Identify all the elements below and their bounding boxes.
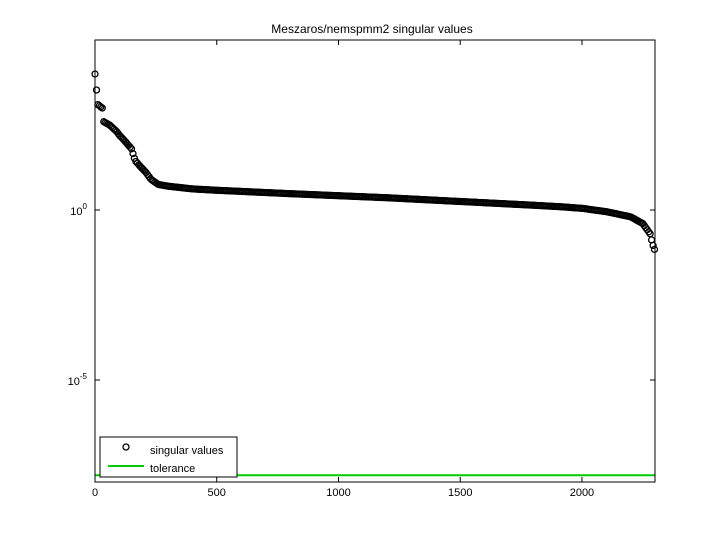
singular-values-points	[91, 70, 659, 254]
legend-label-singular-values: singular values	[150, 445, 224, 457]
x-tick-label: 1500	[448, 487, 472, 499]
y-tick-label: 10-5	[68, 372, 88, 388]
y-axis: 100 10-5	[68, 202, 655, 388]
plot-area	[94, 39, 656, 483]
x-tick-label: 500	[208, 487, 226, 499]
x-axis: 0 500 1000 1500 2000	[92, 40, 594, 499]
x-tick-label: 0	[92, 487, 98, 499]
singular-value-point	[98, 104, 106, 112]
legend-label-tolerance: tolerance	[150, 463, 195, 475]
x-tick-label: 2000	[570, 487, 594, 499]
chart-title: Meszaros/nemspmm2 singular values	[271, 22, 472, 36]
singular-value-point	[129, 149, 137, 158]
legend-marker-circle	[122, 443, 130, 451]
y-tick-label: 100	[70, 202, 87, 218]
singular-value-point	[126, 143, 134, 151]
legend: singular values tolerance	[99, 436, 238, 478]
singular-value-point	[649, 241, 657, 250]
singular-value-point	[127, 145, 136, 153]
x-tick-label: 1000	[326, 487, 350, 499]
legend-box	[99, 436, 238, 478]
singular-value-point	[92, 86, 101, 94]
singular-value-point	[97, 103, 105, 111]
